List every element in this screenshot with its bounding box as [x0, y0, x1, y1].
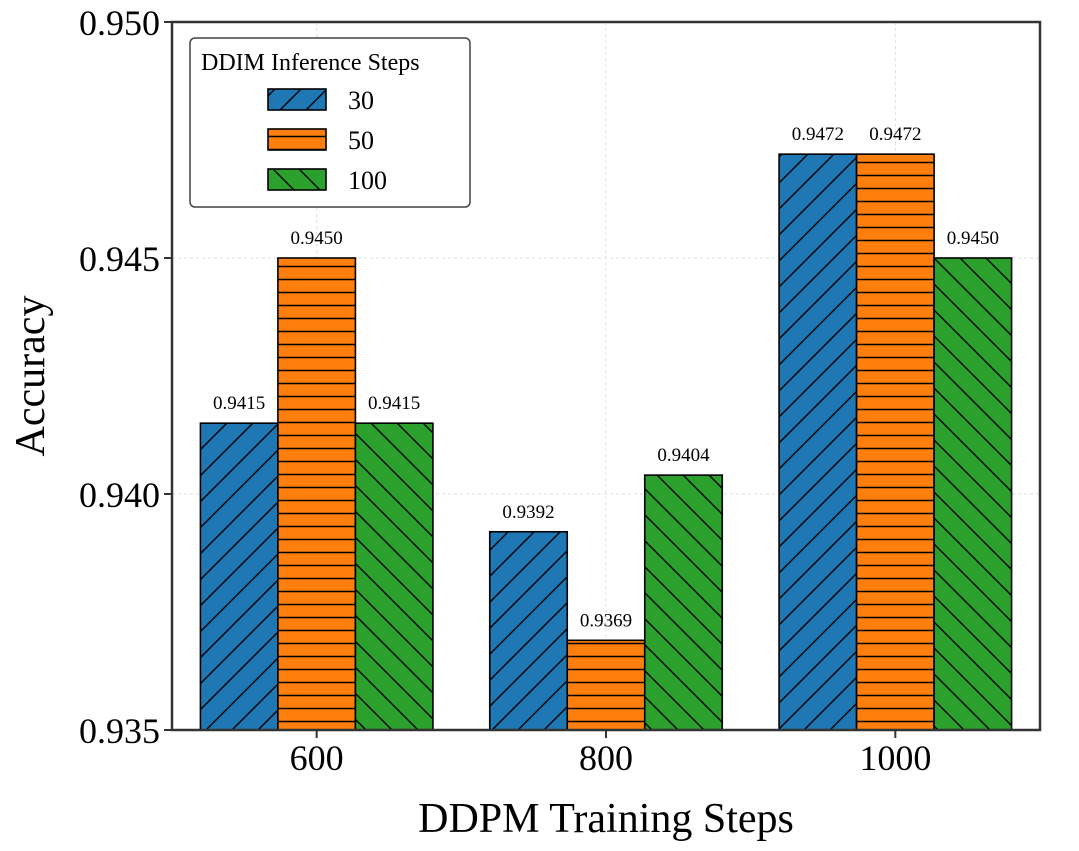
bar: [488, 530, 569, 731]
bar-value-label: 0.9392: [502, 502, 554, 523]
bar: [855, 153, 935, 731]
legend: DDIM Inference Steps 30 50 100: [189, 37, 471, 208]
legend-box: [189, 37, 471, 208]
bar-value-label: 0.9472: [869, 124, 921, 145]
bar: [566, 639, 646, 731]
legend-swatch: [267, 128, 327, 151]
bar: [354, 422, 434, 731]
bar-value-label: 0.9369: [580, 610, 632, 631]
legend-items: 30 50 100: [267, 86, 387, 195]
x-axis-ticks: 600 800 1000: [290, 730, 931, 778]
bar-value-label: 0.9472: [792, 124, 844, 145]
bar: [199, 422, 279, 731]
legend-swatch: [267, 88, 327, 111]
bar: [933, 257, 1013, 731]
bar: [277, 257, 357, 731]
y-axis-ticks: 0.935 0.940 0.945 0.950: [79, 3, 172, 751]
y-tick-label: 0.940: [79, 475, 160, 515]
legend-label: 50: [348, 126, 374, 155]
bar-value-label: 0.9415: [213, 393, 265, 414]
y-tick-label: 0.935: [79, 711, 160, 751]
bar-value-label: 0.9450: [291, 228, 343, 249]
x-tick-label: 800: [579, 738, 633, 778]
y-tick-label: 0.950: [79, 3, 160, 43]
bar-value-label: 0.9415: [368, 393, 420, 414]
legend-label: 100: [348, 166, 387, 195]
bar-value-label: 0.9404: [657, 445, 710, 466]
bars: [199, 153, 1013, 731]
x-tick-label: 1000: [859, 738, 931, 778]
bar-value-label: 0.9450: [947, 228, 999, 249]
bar: [643, 474, 724, 731]
x-axis-label: DDPM Training Steps: [418, 796, 794, 842]
legend-title: DDIM Inference Steps: [201, 50, 420, 76]
legend-label: 30: [348, 86, 374, 115]
y-axis-label: Accuracy: [8, 296, 54, 457]
bar: [778, 153, 858, 731]
legend-swatch: [267, 168, 327, 191]
data-labels: 0.9415 0.9392 0.9472 0.9450 0.9369 0.9472 0.94…: [213, 124, 999, 631]
x-tick-label: 600: [290, 738, 344, 778]
y-tick-label: 0.945: [79, 239, 160, 279]
